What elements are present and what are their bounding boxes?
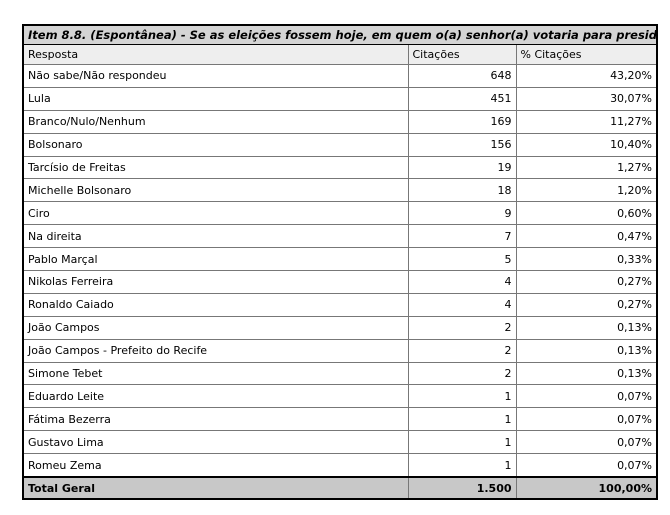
value-cell: 0,13% bbox=[515, 361, 658, 386]
data-row: Nikolas Ferreira 4 0,27% bbox=[22, 270, 658, 294]
label-cell: Ciro bbox=[22, 201, 409, 226]
value-cell: 4 bbox=[407, 292, 517, 317]
data-row: Gustavo Lima 1 0,07% bbox=[22, 430, 658, 455]
data-row: Bolsonaro 156 10,40% bbox=[22, 132, 658, 157]
value-cell: 5 bbox=[407, 247, 517, 272]
value-cell: 100,00% bbox=[515, 476, 658, 500]
label-cell: Romeu Zema bbox=[22, 453, 409, 478]
value-cell: 1,27% bbox=[515, 155, 658, 180]
value-cell: 0,07% bbox=[515, 430, 658, 455]
label-cell: João Campos bbox=[22, 315, 409, 340]
label-cell: Bolsonaro bbox=[22, 132, 409, 157]
value-cell: 0,27% bbox=[515, 270, 658, 294]
value-cell: 1.500 bbox=[407, 476, 517, 500]
value-cell: 0,07% bbox=[515, 453, 658, 478]
data-row: Romeu Zema 1 0,07% bbox=[22, 453, 658, 478]
value-cell: 0,13% bbox=[515, 315, 658, 340]
header-row: Resposta Citações% Citações bbox=[22, 44, 658, 65]
value-cell: 0,60% bbox=[515, 201, 658, 226]
value-cell: 7 bbox=[407, 224, 517, 249]
data-row: Ronaldo Caiado 4 0,27% bbox=[22, 292, 658, 317]
value-cell: 2 bbox=[407, 315, 517, 340]
label-cell: João Campos - Prefeito do Recife bbox=[22, 338, 409, 363]
value-cell: 0,47% bbox=[515, 224, 658, 249]
title-row: Item 8.8. (Espontânea) - Se as eleições … bbox=[22, 24, 658, 45]
value-cell: 2 bbox=[407, 338, 517, 363]
label-cell: Na direita bbox=[22, 224, 409, 249]
data-row: Tarcísio de Freitas 19 1,27% bbox=[22, 155, 658, 180]
table-body: Item 8.8. (Espontânea) - Se as eleições … bbox=[22, 24, 658, 500]
data-row: Ciro 9 0,60% bbox=[22, 201, 658, 226]
value-cell: 648 bbox=[407, 64, 517, 88]
data-row: Michelle Bolsonaro 18 1,20% bbox=[22, 178, 658, 203]
value-cell: 156 bbox=[407, 132, 517, 157]
value-cell: 169 bbox=[407, 109, 517, 134]
label-cell: Não sabe/Não respondeu bbox=[22, 64, 409, 88]
value-cell: 0,33% bbox=[515, 247, 658, 272]
value-cell: 10,40% bbox=[515, 132, 658, 157]
value-cell: 1,20% bbox=[515, 178, 658, 203]
value-cell: 18 bbox=[407, 178, 517, 203]
data-row: Eduardo Leite 1 0,07% bbox=[22, 384, 658, 409]
value-cell: 4 bbox=[407, 270, 517, 294]
data-row: Branco/Nulo/Nenhum 169 11,27% bbox=[22, 109, 658, 134]
label-cell: Eduardo Leite bbox=[22, 384, 409, 409]
total-row: Total Geral 1.500 100,00% bbox=[22, 476, 658, 500]
label-cell: Branco/Nulo/Nenhum bbox=[22, 109, 409, 134]
data-row: Lula 451 30,07% bbox=[22, 86, 658, 111]
data-row: Simone Tebet 2 0,13% bbox=[22, 361, 658, 386]
label-cell: Resposta bbox=[22, 44, 409, 65]
value-cell: 0,07% bbox=[515, 407, 658, 432]
label-cell: Michelle Bolsonaro bbox=[22, 178, 409, 203]
data-row: Não sabe/Não respondeu 648 43,20% bbox=[22, 64, 658, 88]
value-cell: 1 bbox=[407, 430, 517, 455]
value-cell: 0,07% bbox=[515, 384, 658, 409]
data-row: João Campos - Prefeito do Recife 2 0,13% bbox=[22, 338, 658, 363]
value-cell: 1 bbox=[407, 407, 517, 432]
label-cell: Gustavo Lima bbox=[22, 430, 409, 455]
value-cell: 9 bbox=[407, 201, 517, 226]
value-cell: 2 bbox=[407, 361, 517, 386]
value-cell: 0,27% bbox=[515, 292, 658, 317]
label-cell: Simone Tebet bbox=[22, 361, 409, 386]
value-cell: 0,13% bbox=[515, 338, 658, 363]
value-cell: 1 bbox=[407, 453, 517, 478]
value-cell: 11,27% bbox=[515, 109, 658, 134]
label-cell: Tarcísio de Freitas bbox=[22, 155, 409, 180]
data-row: João Campos 2 0,13% bbox=[22, 315, 658, 340]
value-cell: 19 bbox=[407, 155, 517, 180]
label-cell: Pablo Marçal bbox=[22, 247, 409, 272]
value-cell: Citações bbox=[407, 44, 517, 65]
data-row: Pablo Marçal 5 0,33% bbox=[22, 247, 658, 272]
label-cell: Ronaldo Caiado bbox=[22, 292, 409, 317]
value-cell: 1 bbox=[407, 384, 517, 409]
results-table: Item 8.8. (Espontânea) - Se as eleições … bbox=[22, 24, 659, 501]
label-cell: Nikolas Ferreira bbox=[22, 270, 409, 294]
value-cell: % Citações bbox=[515, 44, 658, 65]
label-cell: Total Geral bbox=[22, 476, 409, 500]
label-cell: Lula bbox=[22, 86, 409, 111]
label-cell: Fátima Bezerra bbox=[22, 407, 409, 432]
data-row: Fátima Bezerra 1 0,07% bbox=[22, 407, 658, 432]
data-row: Na direita 7 0,47% bbox=[22, 224, 658, 249]
value-cell: 43,20% bbox=[515, 64, 658, 88]
table-title: Item 8.8. (Espontânea) - Se as eleições … bbox=[22, 24, 658, 45]
value-cell: 451 bbox=[407, 86, 517, 111]
value-cell: 30,07% bbox=[515, 86, 658, 111]
